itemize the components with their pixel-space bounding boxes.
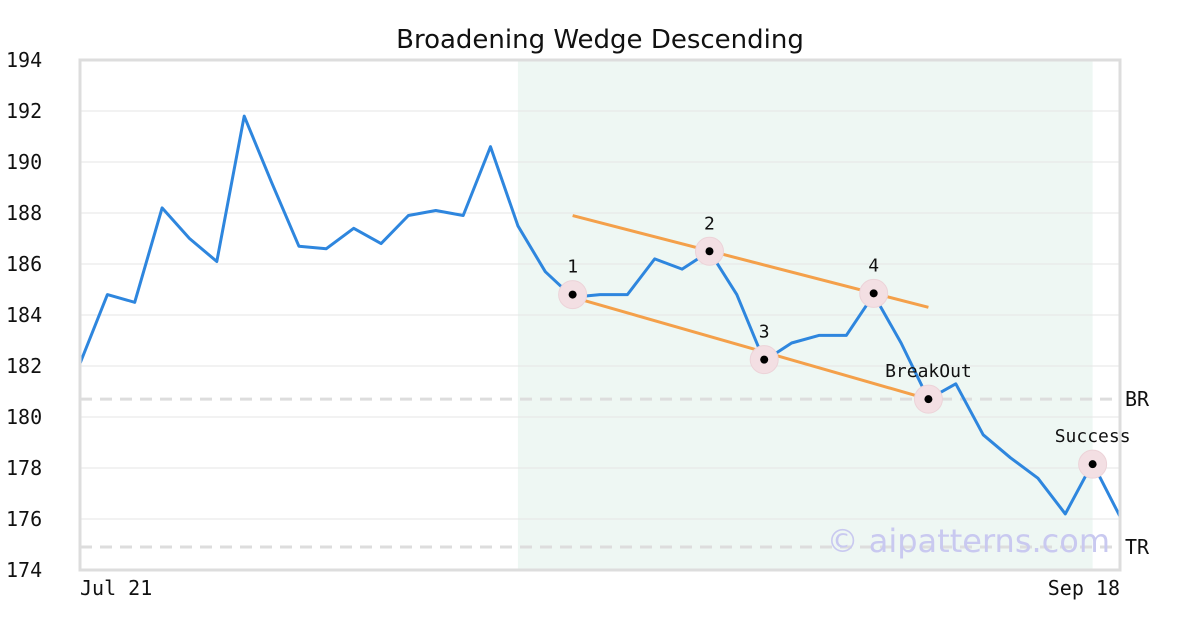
- x-tick-label: Jul 21: [80, 576, 152, 600]
- pattern-point-label: 1: [567, 257, 578, 278]
- y-tick-label: 194: [6, 48, 42, 72]
- level-label: TR: [1125, 535, 1150, 559]
- pattern-point: [705, 247, 714, 256]
- pattern-point: [760, 355, 769, 364]
- plot-frame: [78, 58, 1122, 572]
- y-tick-label: 180: [6, 405, 42, 429]
- price-line-layer: [78, 114, 1122, 518]
- pattern-point-label: 3: [759, 322, 770, 343]
- pattern-point: [924, 395, 933, 404]
- x-tick-label: Sep 18: [1048, 576, 1120, 600]
- pattern-point-label: BreakOut: [885, 361, 972, 382]
- trendline: [572, 295, 929, 401]
- pattern-points-layer: [558, 236, 1108, 479]
- y-tick-label: 192: [6, 99, 42, 123]
- y-tick-label: 190: [6, 150, 42, 174]
- pattern-point: [1088, 460, 1097, 469]
- y-tick-label: 182: [6, 354, 42, 378]
- grid-layer: [80, 110, 1120, 520]
- y-tick-label: 184: [6, 303, 42, 327]
- y-tick-label: 176: [6, 507, 42, 531]
- y-tick-label: 178: [6, 456, 42, 480]
- pattern-point-label: 2: [704, 213, 715, 234]
- pattern-point: [568, 290, 577, 299]
- level-lines-layer: [80, 397, 1120, 549]
- watermark: © aipatterns.com: [827, 522, 1110, 560]
- chart-title: Broadening Wedge Descending: [396, 25, 804, 55]
- y-tick-label: 186: [6, 252, 42, 276]
- y-tick-label: 188: [6, 201, 42, 225]
- y-tick-label: 174: [6, 558, 42, 582]
- pattern-point-label: Success: [1055, 426, 1131, 447]
- level-label: BR: [1125, 387, 1150, 411]
- series-line: [78, 114, 1122, 518]
- pattern-point-label: 4: [868, 255, 879, 276]
- pattern-point: [869, 289, 878, 298]
- frame-layer: [78, 58, 1122, 572]
- text-layer: Broadening Wedge Descending © aipatterns…: [6, 25, 1150, 600]
